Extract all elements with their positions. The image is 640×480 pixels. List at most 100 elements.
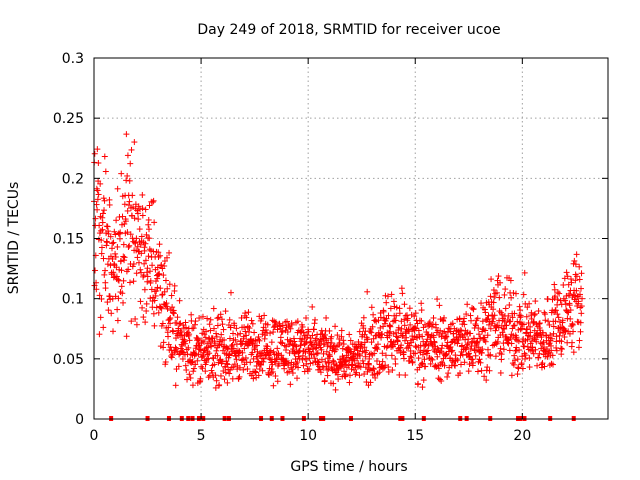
data-point xyxy=(141,247,148,254)
data-point xyxy=(569,320,576,327)
data-point xyxy=(227,324,234,331)
data-point xyxy=(519,365,526,372)
data-point xyxy=(390,298,397,305)
data-point xyxy=(445,370,452,377)
data-point xyxy=(463,311,470,318)
data-point xyxy=(346,331,353,338)
data-point xyxy=(544,353,551,360)
data-point xyxy=(437,348,444,355)
data-point xyxy=(340,337,347,344)
data-point xyxy=(105,307,112,314)
data-point xyxy=(552,318,559,325)
data-point xyxy=(553,347,560,354)
data-point xyxy=(94,196,101,203)
data-point xyxy=(226,316,233,323)
data-point xyxy=(442,333,449,340)
data-point xyxy=(367,379,374,386)
data-point xyxy=(517,312,524,319)
data-point xyxy=(144,273,151,280)
data-point xyxy=(558,346,565,353)
data-point xyxy=(277,334,284,341)
data-point xyxy=(94,146,101,153)
data-point xyxy=(130,260,137,267)
data-point xyxy=(389,367,396,374)
data-point xyxy=(530,318,537,325)
data-point xyxy=(410,336,417,343)
data-point xyxy=(113,273,120,280)
data-point xyxy=(167,314,174,321)
data-point xyxy=(123,333,130,340)
data-point xyxy=(577,319,584,326)
data-point xyxy=(161,288,168,295)
data-point xyxy=(497,369,504,376)
data-point xyxy=(169,327,176,334)
data-point xyxy=(407,347,414,354)
data-point xyxy=(139,191,146,198)
data-point xyxy=(393,312,400,319)
data-point xyxy=(120,253,127,260)
data-point xyxy=(195,342,202,349)
data-point xyxy=(117,229,124,236)
data-point xyxy=(554,289,561,296)
data-point xyxy=(420,324,427,331)
data-point xyxy=(143,231,150,238)
data-point xyxy=(449,320,456,327)
data-point xyxy=(514,318,521,325)
data-point xyxy=(546,362,553,369)
data-point xyxy=(107,233,114,240)
data-point xyxy=(478,367,485,374)
data-point xyxy=(516,303,523,310)
data-point xyxy=(311,355,318,362)
data-point xyxy=(402,372,409,379)
data-point xyxy=(178,332,185,339)
data-point xyxy=(309,359,316,366)
data-point xyxy=(135,203,142,210)
data-point xyxy=(388,352,395,359)
data-point xyxy=(305,345,312,352)
data-point xyxy=(265,371,272,378)
data-point xyxy=(452,362,459,369)
data-point xyxy=(426,319,433,326)
data-point xyxy=(248,317,255,324)
data-point xyxy=(495,324,502,331)
data-point xyxy=(337,358,344,365)
data-point xyxy=(578,310,585,317)
data-point xyxy=(104,299,111,306)
data-point xyxy=(239,349,246,356)
data-point xyxy=(250,375,257,382)
data-point xyxy=(186,371,193,378)
data-point xyxy=(471,335,478,342)
data-point xyxy=(157,304,164,311)
data-point xyxy=(243,314,250,321)
data-point xyxy=(272,322,279,329)
data-point xyxy=(551,281,558,288)
data-point xyxy=(477,335,484,342)
data-point xyxy=(99,210,106,217)
data-point xyxy=(400,349,407,356)
data-point xyxy=(251,329,258,336)
data-point xyxy=(562,297,569,304)
data-point xyxy=(118,283,125,290)
data-point xyxy=(109,255,116,262)
data-point xyxy=(164,285,171,292)
data-point xyxy=(134,210,141,217)
data-point xyxy=(307,360,314,367)
data-point xyxy=(518,320,525,327)
data-point xyxy=(477,359,484,366)
data-point xyxy=(246,325,253,332)
data-point xyxy=(473,340,480,347)
data-point xyxy=(428,355,435,362)
data-point xyxy=(507,318,514,325)
data-point xyxy=(99,219,106,226)
data-point xyxy=(389,342,396,349)
data-points xyxy=(91,131,586,393)
data-point xyxy=(500,340,507,347)
data-point xyxy=(162,277,169,284)
data-point xyxy=(133,270,140,277)
data-point xyxy=(424,350,431,357)
data-point xyxy=(566,290,573,297)
data-point xyxy=(154,275,161,282)
data-point xyxy=(140,272,147,279)
data-point xyxy=(487,325,494,332)
data-point xyxy=(147,268,154,275)
